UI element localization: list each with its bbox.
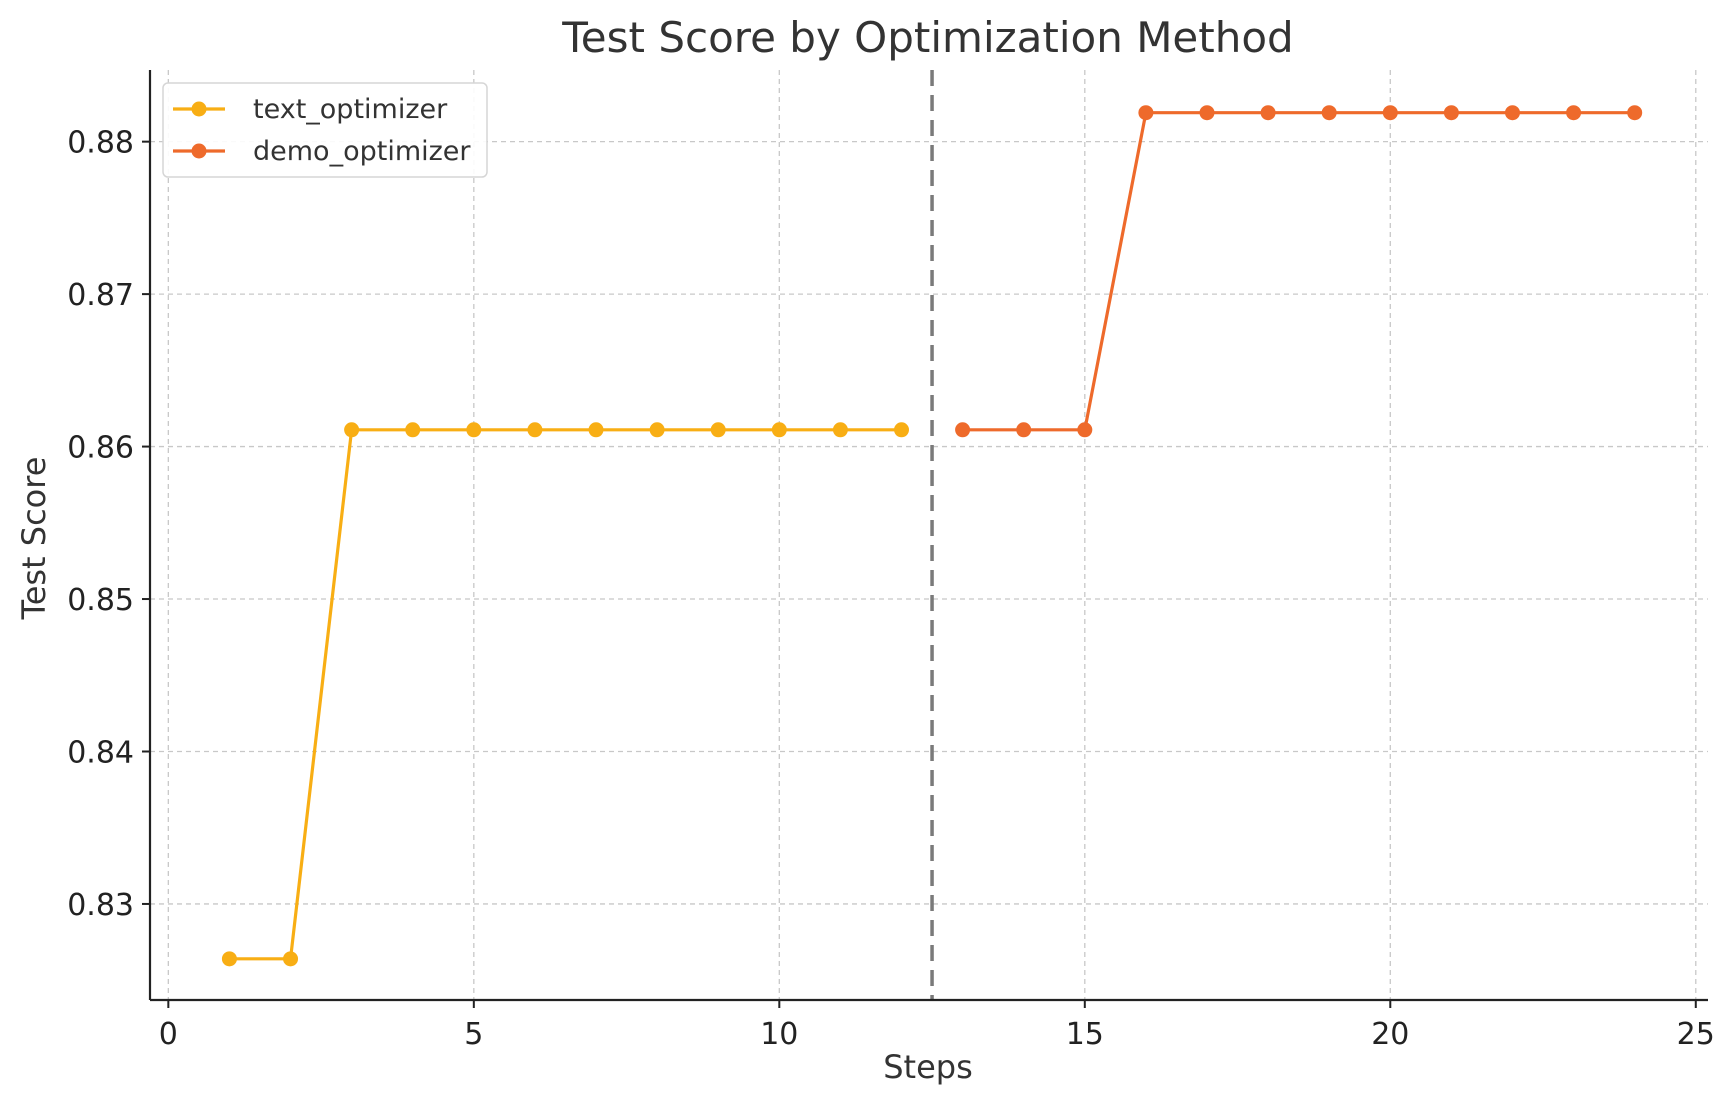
- series-demo_optimizer: [955, 105, 1643, 438]
- data-point: [527, 422, 543, 438]
- data-point: [955, 422, 971, 438]
- legend: text_optimizer demo_optimizer: [162, 82, 488, 178]
- data-point: [405, 422, 421, 438]
- x-tick-label: 0: [159, 1017, 178, 1052]
- data-point: [1138, 105, 1154, 121]
- data-point: [771, 422, 787, 438]
- series-text_optimizer: [221, 422, 910, 967]
- data-point: [466, 422, 482, 438]
- y-tick-label: 0.88: [67, 126, 134, 161]
- data-point: [283, 951, 299, 967]
- data-point: [1627, 105, 1643, 121]
- data-point: [344, 422, 360, 438]
- data-point: [1016, 422, 1032, 438]
- data-point: [1382, 105, 1398, 121]
- data-point: [832, 422, 848, 438]
- legend-label: text_optimizer: [253, 94, 448, 125]
- legend-marker: [191, 101, 207, 117]
- y-tick-label: 0.87: [67, 278, 134, 313]
- x-tick-label: 5: [464, 1017, 483, 1052]
- series-line: [229, 428, 902, 961]
- data-point: [1566, 105, 1582, 121]
- y-axis-label: Test Score: [15, 457, 53, 621]
- data-point: [1504, 105, 1520, 121]
- legend-marker: [191, 143, 207, 159]
- data-point: [221, 951, 237, 967]
- data-point: [710, 422, 726, 438]
- data-point: [1443, 105, 1459, 121]
- data-point: [1077, 422, 1093, 438]
- grid-layer: [150, 70, 1708, 1000]
- legend-item: text_optimizer: [173, 94, 448, 125]
- data-point: [588, 422, 604, 438]
- x-tick-label: 10: [760, 1017, 798, 1052]
- chart-title: Test Score by Optimization Method: [561, 13, 1293, 62]
- legend-label: demo_optimizer: [253, 136, 471, 167]
- data-point: [1260, 105, 1276, 121]
- data-point: [649, 422, 665, 438]
- y-tick-label: 0.83: [67, 888, 134, 923]
- x-axis-label: Steps: [883, 1048, 973, 1086]
- data-point: [894, 422, 910, 438]
- axes-layer: 0 5 10 15 20 25 0.83 0.84 0.85 0.86 0.87 0.88: [67, 70, 1715, 1052]
- legend-item: demo_optimizer: [173, 136, 471, 167]
- y-tick-label: 0.85: [67, 583, 134, 618]
- data-point: [1321, 105, 1337, 121]
- x-tick-label: 15: [1066, 1017, 1104, 1052]
- x-tick-label: 20: [1371, 1017, 1409, 1052]
- legend-box: [162, 82, 488, 178]
- x-tick-label: 25: [1677, 1017, 1715, 1052]
- series-line: [962, 111, 1635, 432]
- y-tick-label: 0.84: [67, 735, 134, 770]
- y-tick-label: 0.86: [67, 431, 134, 466]
- series-layer: [221, 105, 1643, 967]
- data-point: [1199, 105, 1215, 121]
